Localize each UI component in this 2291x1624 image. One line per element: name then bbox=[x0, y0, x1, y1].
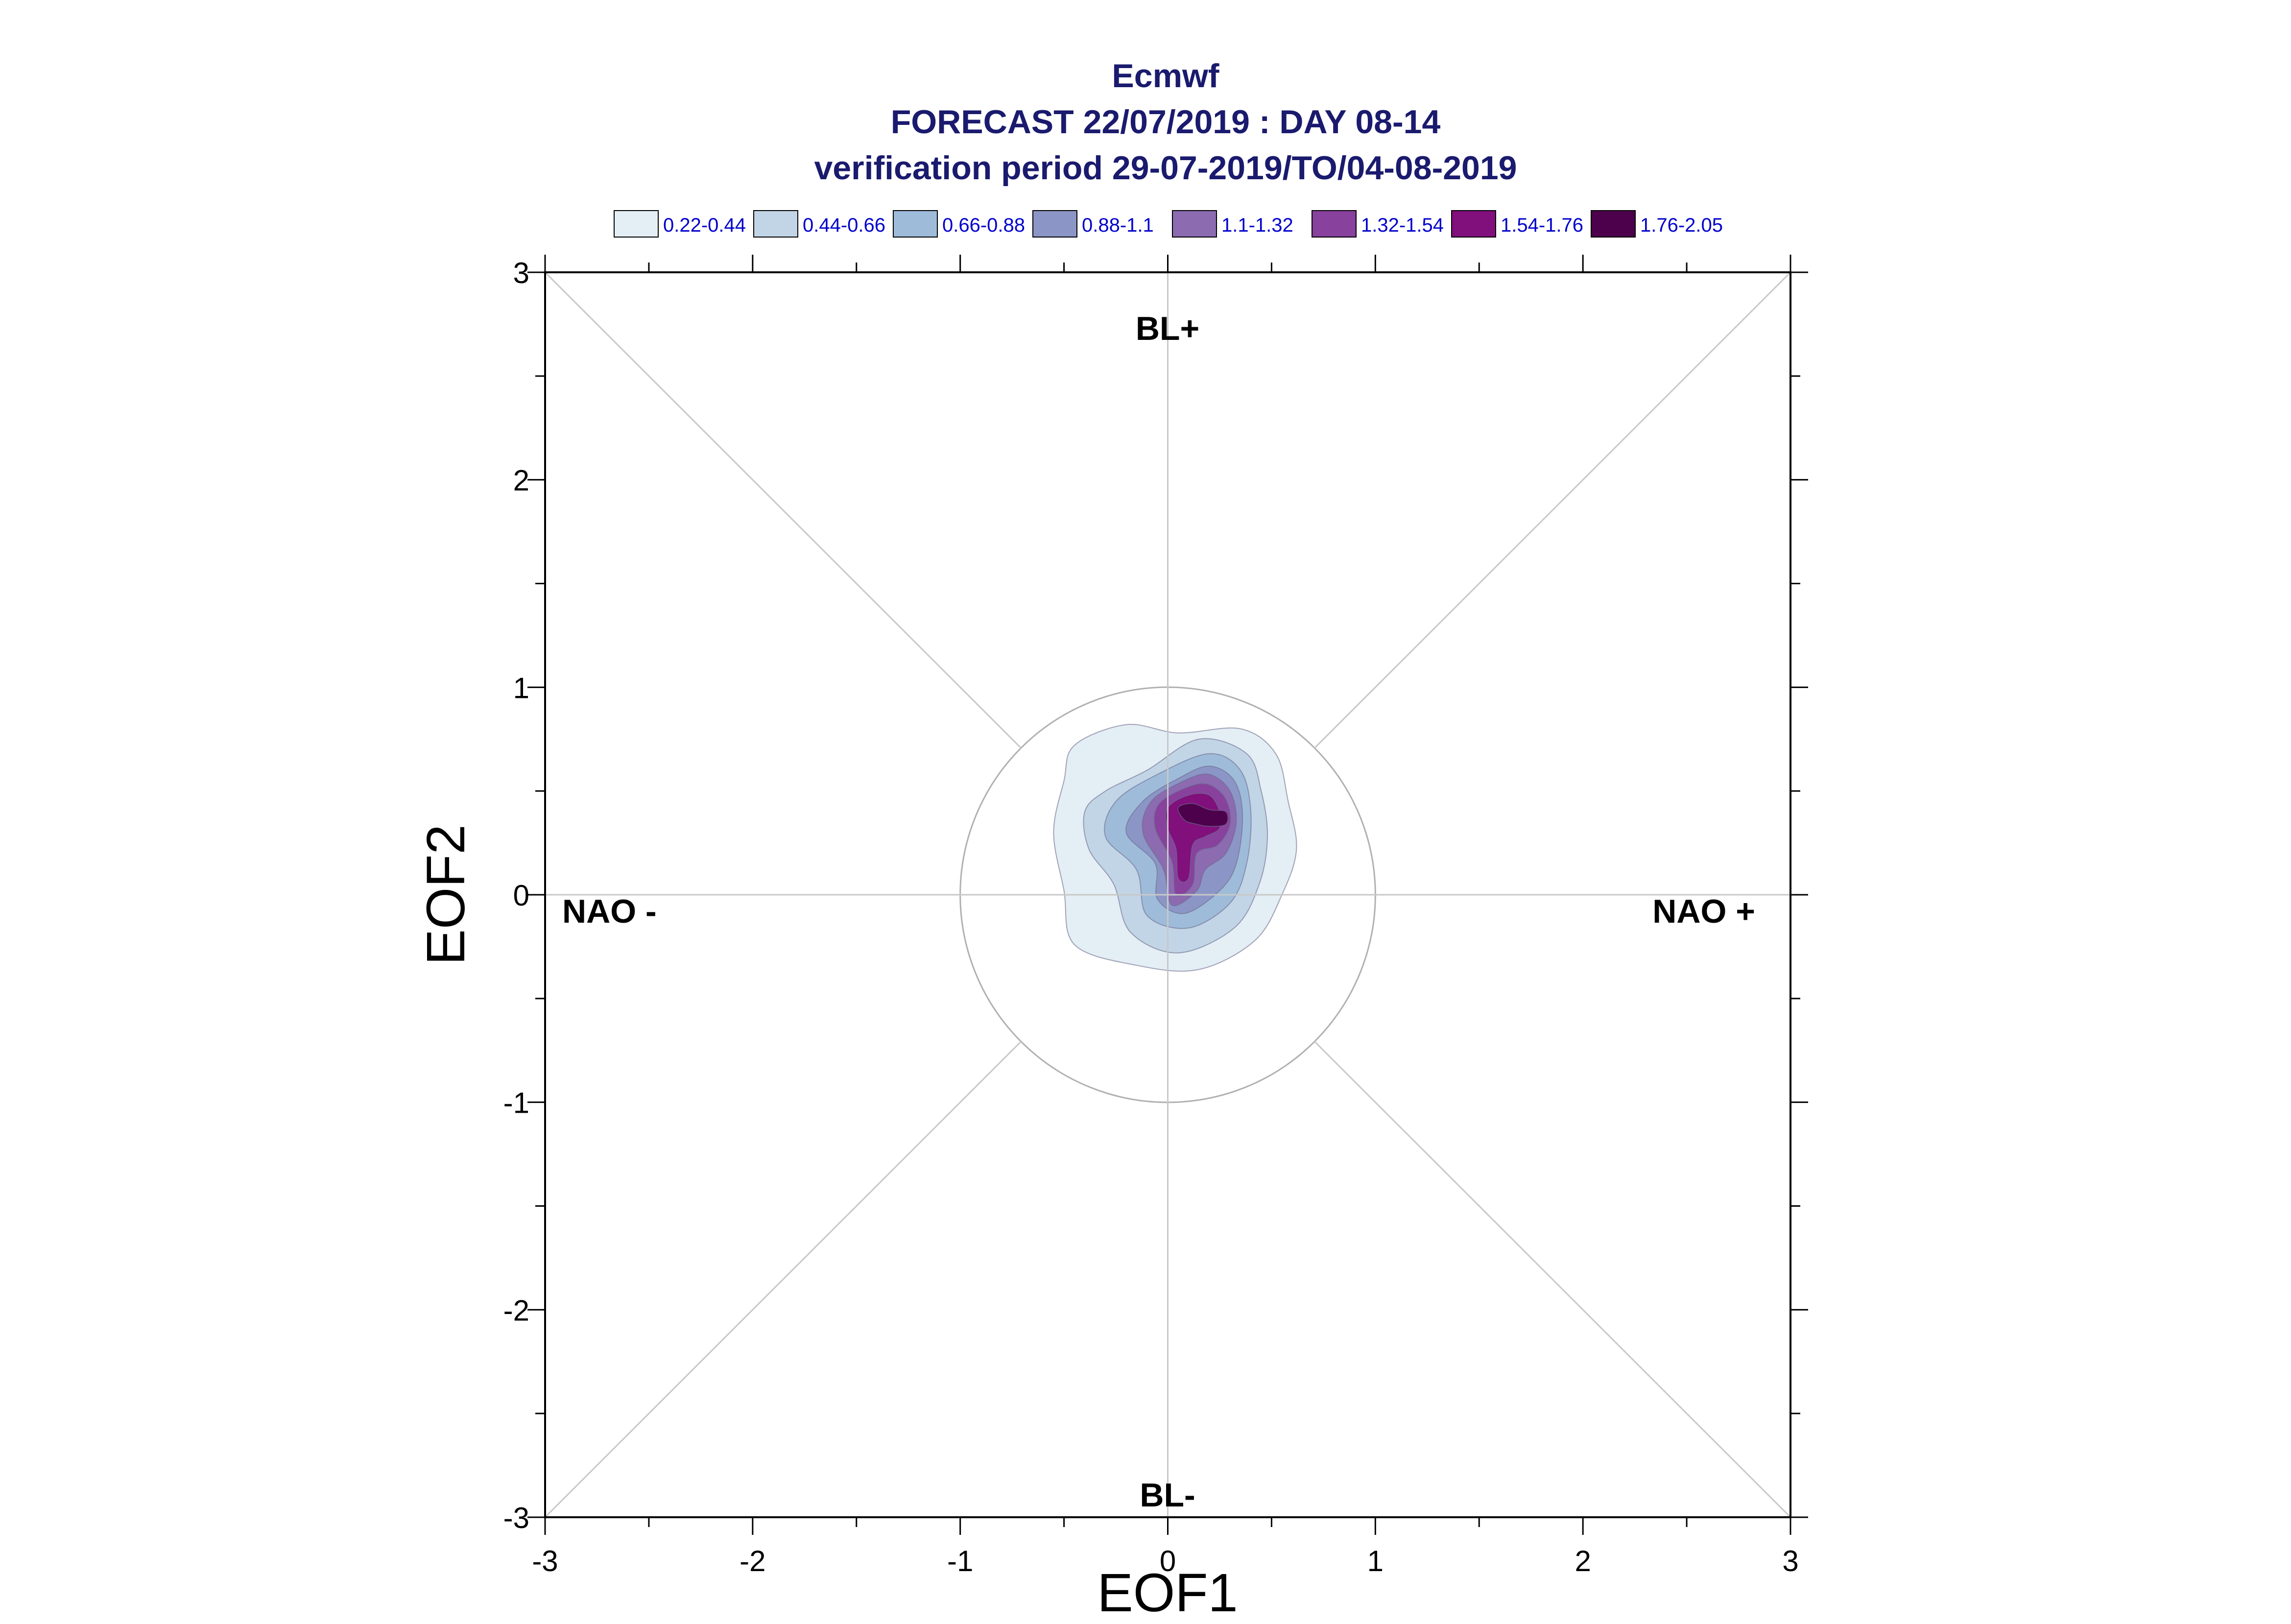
legend-swatch bbox=[614, 210, 659, 238]
y-axis-label: EOF2 bbox=[416, 824, 476, 965]
x-tick-label: 1 bbox=[1367, 1545, 1384, 1577]
x-tick-label: 0 bbox=[1160, 1545, 1176, 1577]
density-contour-1.76-2.05 bbox=[1177, 803, 1229, 827]
legend-swatch bbox=[1591, 210, 1636, 238]
y-tick-label: -3 bbox=[503, 1502, 529, 1534]
axis-ticks: -3 -2 -1 0 1 2 3 -3 -2 -1 0 1 2 3 bbox=[503, 255, 1808, 1577]
legend-label: 0.22-0.44 bbox=[663, 215, 746, 236]
regime-label-bl-plus: BL+ bbox=[1136, 310, 1199, 347]
legend-swatch bbox=[1032, 210, 1077, 238]
x-tick-label: 2 bbox=[1575, 1545, 1591, 1577]
diagonal-line-1 bbox=[1314, 271, 1791, 749]
x-tick-label: -3 bbox=[532, 1545, 558, 1577]
diagonal-line-2 bbox=[544, 1041, 1022, 1518]
x-tick-label: -2 bbox=[740, 1545, 765, 1577]
legend-swatch bbox=[1172, 210, 1217, 238]
legend-label: 0.88-1.1 bbox=[1082, 215, 1154, 236]
chart-subtitle-forecast: FORECAST 22/07/2019 : DAY 08-14 bbox=[891, 103, 1441, 141]
legend-label: 1.76-2.05 bbox=[1640, 215, 1723, 236]
chart-title: Ecmwf bbox=[1112, 57, 1219, 95]
legend-label: 0.66-0.88 bbox=[942, 215, 1025, 236]
legend-swatch bbox=[893, 210, 938, 238]
regime-label-bl-minus: BL- bbox=[1140, 1477, 1195, 1514]
guide-lines bbox=[544, 271, 1791, 1518]
legend-label: 1.32-1.54 bbox=[1361, 215, 1444, 236]
y-tick-label: 0 bbox=[513, 879, 529, 912]
diagonal-line-0 bbox=[544, 271, 1022, 749]
regime-label-nao-minus: NAO - bbox=[562, 893, 657, 930]
legend: 0.22-0.44 0.44-0.66 0.66-0.88 0.88-1.1 1.1-1… bbox=[614, 210, 1723, 238]
y-tick-label: -2 bbox=[503, 1294, 529, 1327]
chart-subtitle-verification: verification period 29-07-2019/TO/04-08-… bbox=[814, 149, 1517, 187]
legend-label: 1.54-1.76 bbox=[1501, 215, 1583, 236]
x-tick-label: 3 bbox=[1782, 1545, 1798, 1577]
density-contours bbox=[1053, 724, 1297, 972]
legend-label: 1.1-1.32 bbox=[1221, 215, 1293, 236]
legend-swatch bbox=[1451, 210, 1496, 238]
y-tick-label: -1 bbox=[503, 1087, 529, 1120]
x-tick-label: -1 bbox=[947, 1545, 973, 1577]
x-axis-label: EOF1 bbox=[1097, 1563, 1238, 1622]
y-tick-label: 1 bbox=[513, 671, 529, 704]
legend-swatch bbox=[753, 210, 798, 238]
y-tick-label: 2 bbox=[513, 464, 529, 497]
diagonal-line-3 bbox=[1314, 1041, 1791, 1518]
y-tick-label: 3 bbox=[513, 257, 529, 289]
legend-label: 0.44-0.66 bbox=[803, 215, 885, 236]
legend-swatch bbox=[1312, 210, 1357, 238]
regime-label-nao-plus: NAO + bbox=[1652, 893, 1755, 930]
